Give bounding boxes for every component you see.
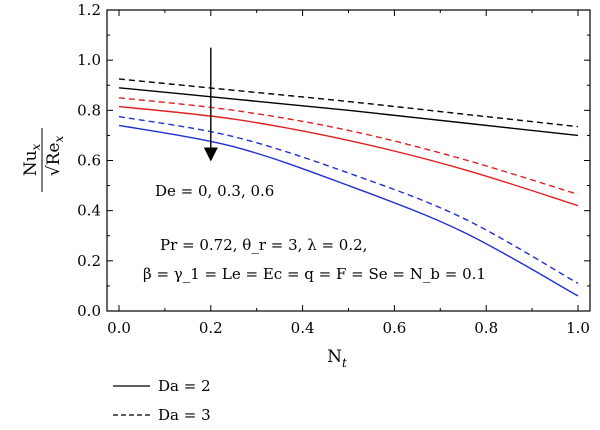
x-axis-ticks: 0.0 0.2 0.4 0.6 0.8 1.0	[107, 10, 590, 337]
y-tick-label: 0.0	[77, 302, 101, 320]
series-line-1	[118, 87, 579, 137]
annotation-params-line1: Pr = 0.72, θ_r = 3, λ = 0.2,	[160, 236, 367, 254]
y-tick-label: 0.6	[77, 152, 101, 170]
y-tick-label: 0.4	[77, 202, 101, 220]
series-line-3	[118, 105, 579, 207]
x-tick-label: 0.4	[291, 319, 315, 337]
series-line-4	[118, 97, 579, 196]
svg-text:Da = 2: Da = 2	[158, 377, 211, 395]
series-line-2	[118, 78, 579, 128]
x-tick-label: 0.6	[382, 319, 406, 337]
y-tick-label: 0.2	[77, 252, 101, 270]
x-axis-label: Nt	[327, 347, 347, 370]
series-line-5	[118, 124, 579, 297]
series-group	[118, 78, 579, 297]
series-line-6	[118, 115, 579, 285]
annotation-de: De = 0, 0.3, 0.6	[155, 182, 274, 200]
x-tick-label: 0.2	[199, 319, 223, 337]
svg-text:Da = 3: Da = 3	[158, 406, 211, 424]
y-tick-label: 0.8	[77, 101, 101, 119]
y-axis-ticks: 0.0 0.2 0.4 0.6 0.8 1.0 1.2	[77, 1, 590, 320]
svg-text:Nux: Nux	[21, 143, 43, 176]
annotation-params-line2: β = γ_1 = Le = Ec = q = F = Se = N_b = 0…	[143, 265, 486, 283]
x-tick-label: 0.0	[107, 319, 131, 337]
x-tick-label: 0.8	[474, 319, 498, 337]
legend-entry-1: Da = 2	[113, 377, 211, 395]
x-tick-label: 1.0	[566, 319, 590, 337]
y-tick-label: 1.0	[77, 51, 101, 69]
legend: Da = 2 Da = 3	[113, 377, 211, 424]
legend-entry-2: Da = 3	[113, 406, 211, 424]
y-tick-label: 1.2	[77, 1, 101, 19]
y-axis-label: Nux √Rex	[21, 128, 66, 192]
svg-text:√Rex: √Rex	[44, 136, 66, 177]
